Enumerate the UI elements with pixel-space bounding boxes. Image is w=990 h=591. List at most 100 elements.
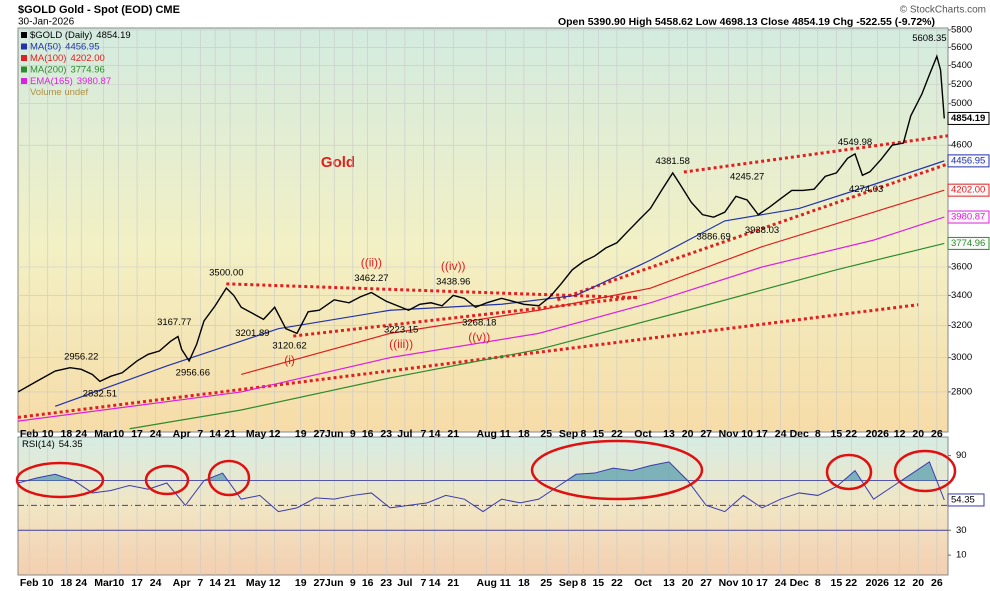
x-tick-label: 14 [429, 577, 441, 589]
x-tick-label: 11 [500, 577, 511, 589]
quote: Open 5390.90 High 5458.62 Low 4698.13 Cl… [558, 16, 935, 28]
series-line [54, 160, 945, 407]
legend-swatch [21, 78, 27, 84]
x-tick-label: 24 [150, 577, 162, 589]
x-tick-label: 21 [224, 577, 236, 589]
annotation: 2832.51 [83, 389, 117, 400]
y-tick-label: 4600 [951, 140, 972, 151]
x-tick-label: 27 [700, 577, 712, 589]
x-tick-label: 24 [75, 428, 87, 440]
x-tick-label: 10 [113, 428, 125, 440]
wave-label: ((iii)) [389, 337, 413, 351]
last-value-label: 4854.19 [951, 113, 985, 124]
x-tick-label: 19 [295, 428, 307, 440]
rsi-value: 54.35 [59, 439, 83, 450]
x-tick-label: 20 [682, 428, 694, 440]
x-tick-label: 10 [741, 428, 753, 440]
x-tick-label: 2026 [866, 428, 890, 440]
y-tick-label: 3400 [951, 290, 972, 301]
x-tick-label: 15 [831, 428, 843, 440]
x-tick-label: 14 [429, 428, 441, 440]
x-tick-label: 15 [592, 428, 604, 440]
y-tick-label: 3200 [951, 320, 972, 331]
x-tick-label: 11 [500, 428, 511, 440]
x-tick-label: Aug [477, 428, 497, 440]
x-tick-label: Apr [173, 428, 191, 440]
annotation: 3268.18 [462, 318, 496, 329]
x-tick-label: 7 [421, 577, 427, 589]
x-tick-label: 25 [540, 428, 552, 440]
legend-swatch [21, 55, 27, 61]
x-tick-label: 12 [894, 428, 906, 440]
last-value-box [947, 111, 990, 125]
x-tick-label: 27 [313, 577, 325, 589]
legend-swatch [21, 32, 27, 38]
x-tick-label: Sep [559, 428, 578, 440]
legend-swatch [21, 66, 27, 73]
x-tick-label: 18 [61, 428, 73, 440]
x-tick-label: 7 [197, 577, 203, 589]
x-tick-label: 22 [845, 577, 857, 589]
y-tick-label: 5200 [951, 79, 972, 90]
annotation: 4381.58 [656, 156, 690, 167]
legend-name: MA(50) [30, 41, 61, 52]
x-tick-label: 20 [912, 577, 924, 589]
rsi-highlights [15, 439, 957, 501]
legend-value: 4854.19 [96, 30, 130, 41]
x-tick-label: 19 [295, 577, 307, 589]
y-tick-label: 90 [956, 450, 967, 461]
x-tick-label: 21 [447, 577, 459, 589]
legend-entry: EMA(165) 3980.87 [30, 76, 111, 87]
annotation: 3438.96 [436, 276, 470, 287]
annotation: 4245.27 [730, 172, 764, 183]
annotation: 3500.00 [209, 268, 243, 279]
x-tick-label: Jun [325, 577, 344, 589]
x-tick-label: Feb [20, 577, 39, 589]
series-line [241, 189, 945, 376]
x-tick-label: 18 [61, 577, 73, 589]
legend-name: MA(100) [30, 53, 66, 64]
series-line [129, 242, 945, 430]
legend-name: $GOLD (Daily) [30, 30, 92, 41]
x-tick-label: 10 [113, 577, 125, 589]
highlight [893, 449, 957, 493]
x-tick-label: 12 [269, 428, 281, 440]
legend-entry: $GOLD (Daily) 4854.19 [30, 30, 131, 41]
x-tick-label: 24 [775, 428, 787, 440]
legend-entry: MA(50) 4456.95 [30, 41, 100, 52]
annotation: 2956.22 [64, 351, 98, 362]
legend-value: 3980.87 [77, 76, 111, 87]
x-tick-label: 10 [42, 577, 54, 589]
x-tick-label: 24 [150, 428, 162, 440]
x-tick-label: 16 [362, 428, 374, 440]
trendline [556, 162, 948, 302]
price-panel [17, 27, 949, 433]
x-tick-label: 14 [209, 428, 221, 440]
y-tick-label: 5800 [951, 24, 972, 35]
x-tick-label: 20 [682, 577, 694, 589]
highlight [825, 453, 873, 491]
x-tick-label: 12 [269, 577, 281, 589]
x-tick-label: Mar [94, 577, 113, 589]
wave-label: ((iv)) [441, 259, 466, 273]
rsi-legend: RSI(14) 54.35 [22, 439, 83, 450]
y-tick-label: 5400 [951, 60, 972, 71]
legend-name: EMA(165) [30, 76, 73, 87]
x-tick-label: 13 [663, 577, 675, 589]
x-tick-label: 15 [831, 577, 843, 589]
x-tick-label: Jul [397, 577, 412, 589]
rsi-line [18, 461, 945, 513]
rsi-name: RSI(14) [22, 439, 55, 450]
x-tick-label: Mar [94, 428, 113, 440]
x-tick-label: Jul [397, 428, 412, 440]
x-tick-label: Aug [477, 577, 497, 589]
x-tick-label: 10 [42, 428, 54, 440]
x-tick-label: 8 [815, 577, 821, 589]
annotation: 4549.98 [838, 137, 872, 148]
x-tick-label: 22 [845, 428, 857, 440]
legend-value: 4456.95 [65, 41, 99, 52]
x-tick-label: 17 [131, 428, 143, 440]
x-tick-label: 9 [350, 577, 356, 589]
wave-label: (i) [284, 353, 295, 367]
